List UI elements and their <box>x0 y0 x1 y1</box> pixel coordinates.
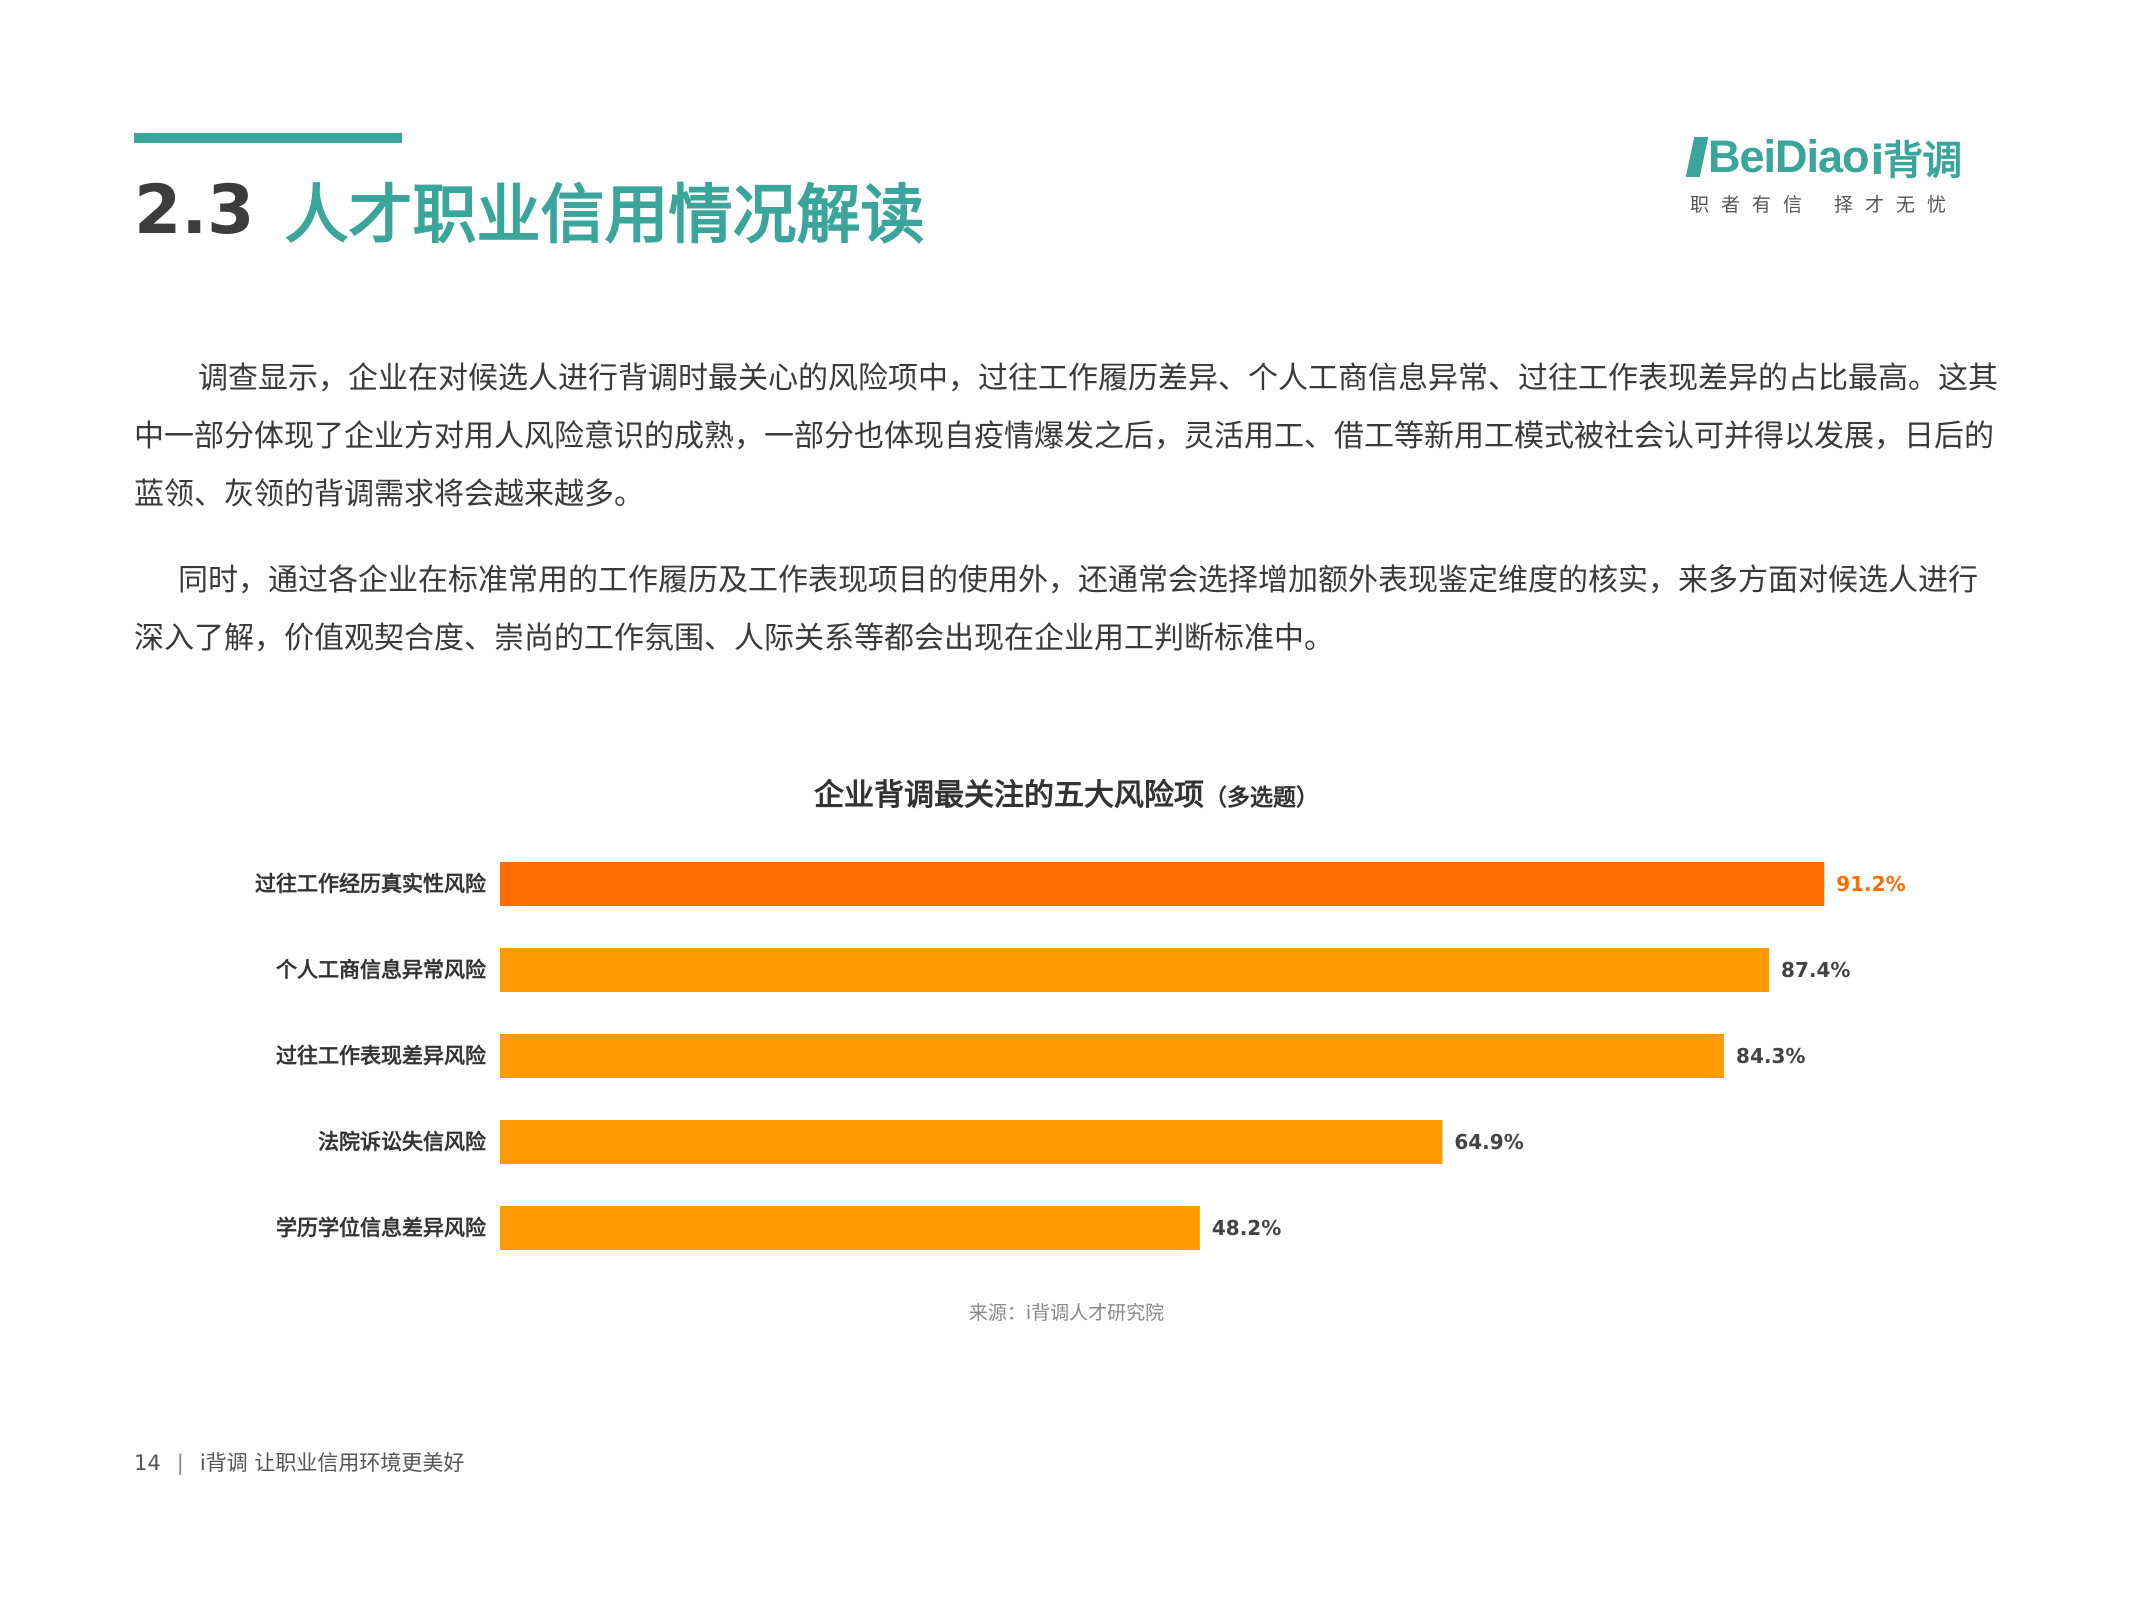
chart-subtitle: （多选题） <box>1204 785 1319 811</box>
chart-title: 企业背调最关注的五大风险项（多选题） <box>0 770 2133 814</box>
category-label: 个人工商信息异常风险 <box>276 958 487 982</box>
logo-tagline-right: 择才无忧 <box>1834 194 1959 216</box>
data-label: 48.2% <box>1212 1216 1281 1240</box>
bar <box>500 862 1825 906</box>
section-number: 2.3 <box>134 170 255 250</box>
risk-bar-chart: 过往工作经历真实性风险 91.2% 个人工商信息异常风险 87.4% 过往工作表现差异风… <box>255 862 1906 1250</box>
section-title: 人才职业信用情况解读 <box>284 179 925 253</box>
data-label: 91.2% <box>1836 872 1905 896</box>
category-label: 过往工作经历真实性风险 <box>255 872 487 896</box>
body-paragraph-1: 调查显示，企业在对候选人进行背调时最关心的风险项中，过往工作履历差异、个人工商信… <box>134 361 1998 512</box>
category-label: 学历学位信息差异风险 <box>276 1216 487 1240</box>
section-heading: 2.3 人才职业信用情况解读 <box>134 165 924 255</box>
section-accent-bar <box>134 133 402 143</box>
logo-brand-cn: i背调 <box>1870 138 1963 184</box>
bar <box>500 1206 1200 1250</box>
logo-tagline: 职者有信 择才无忧 <box>1690 190 2020 217</box>
body-paragraph-2: 同时，通过各企业在标准常用的工作履历及工作表现项目的使用外，还通常会选择增加额外… <box>134 563 1978 656</box>
chart-title-text: 企业背调最关注的五大风险项 <box>814 778 1204 813</box>
bar <box>500 1120 1443 1164</box>
data-label: 84.3% <box>1736 1044 1805 1068</box>
logo-wordmark: BeiDiao i背调 <box>1685 128 2020 186</box>
footer-separator: | <box>176 1451 184 1475</box>
data-label: 64.9% <box>1454 1130 1523 1154</box>
logo-brand-latin: BeiDiao <box>1708 131 1870 182</box>
category-label: 法院诉讼失信风险 <box>318 1130 487 1154</box>
brand-logo: BeiDiao i背调 职者有信 择才无忧 <box>1685 128 2020 223</box>
logo-mark-icon <box>1685 137 1709 177</box>
footer-slogan: i背调 让职业信用环境更美好 <box>199 1451 465 1475</box>
category-label: 过往工作表现差异风险 <box>276 1044 487 1068</box>
chart-source: 来源：i背调人才研究院 <box>968 1302 1165 1324</box>
logo-tagline-left: 职者有信 <box>1690 194 1815 216</box>
data-label: 87.4% <box>1781 958 1850 982</box>
bar <box>500 948 1770 992</box>
page-footer: 14 | i背调 让职业信用环境更美好 <box>134 1447 464 1477</box>
page-number: 14 <box>134 1451 161 1475</box>
bar <box>500 1034 1725 1078</box>
